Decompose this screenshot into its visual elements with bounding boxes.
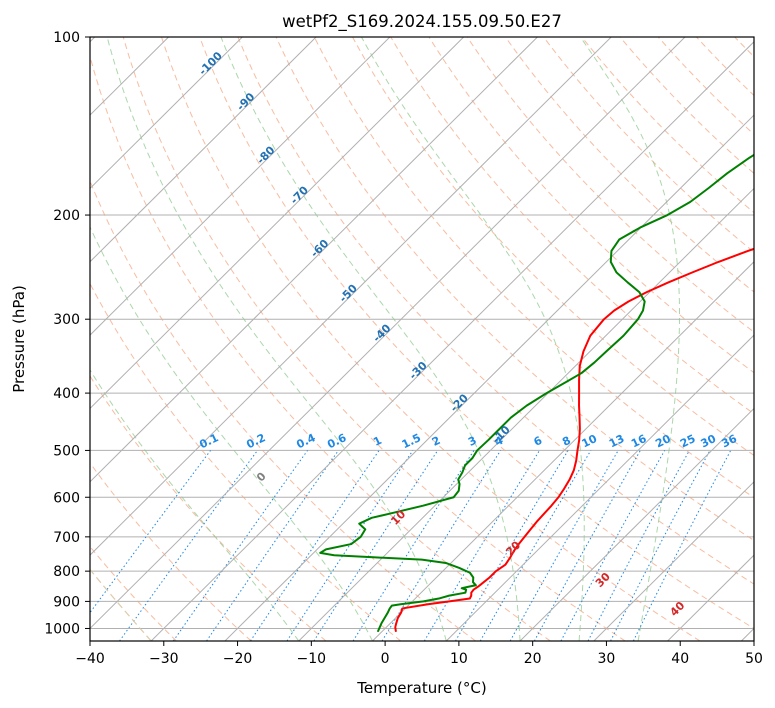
mixing-ratio-line — [206, 450, 339, 641]
mixing-ratio-line — [479, 450, 592, 641]
y-tick-label: 700 — [53, 530, 80, 546]
x-tick-label: 50 — [745, 651, 763, 667]
x-tick-label: 0 — [381, 651, 390, 667]
moist-adiabat-line — [361, 37, 585, 641]
isotherm-line — [90, 37, 317, 263]
mixing-ratio-line — [313, 450, 439, 641]
y-tick-label: 800 — [53, 564, 80, 580]
mixing-ratio-line — [455, 450, 569, 641]
dry-adiabat-line — [275, 37, 754, 542]
moist-adiabat-line — [90, 225, 373, 641]
y-axis-title: Pressure (hPa) — [10, 285, 28, 393]
mixing-ratio-line — [423, 450, 540, 641]
isotherm-line — [150, 41, 754, 641]
y-tick-label: 200 — [53, 208, 80, 224]
dry-adiabat-line — [504, 37, 754, 293]
x-tick-label: 30 — [598, 651, 616, 667]
plot-area-background — [90, 37, 754, 641]
isotherm-line — [90, 37, 538, 483]
x-tick-label: −30 — [149, 651, 179, 667]
mixing-ratio-line — [509, 450, 619, 641]
dry-adiabat-line — [466, 37, 754, 333]
moist-adiabat-line — [579, 37, 681, 641]
x-axis-title: Temperature (°C) — [356, 679, 486, 697]
mixing-ratio-line — [119, 450, 258, 641]
isotherm-line — [224, 114, 754, 641]
dry-adiabat-line — [237, 37, 754, 585]
x-tick-label: 40 — [671, 651, 689, 667]
mixing-ratio-line — [172, 450, 308, 641]
chart-title: wetPf2_S169.2024.155.09.50.E27 — [282, 12, 562, 32]
isotherm-line — [372, 261, 754, 641]
dry-adiabat-line — [161, 37, 701, 641]
x-tick-label: −40 — [75, 651, 105, 667]
axes: −40 −30 −20 −10 0 10 20 30 40 50 100 200 300 400 500 60… — [44, 30, 763, 667]
dry-adiabat-line — [90, 462, 252, 641]
mixing-ratio-label: 20 — [653, 432, 673, 451]
dry-adiabat-line — [199, 37, 754, 630]
x-tick-label: 20 — [524, 651, 542, 667]
moist-adiabat-line — [220, 37, 521, 641]
x-tick-label: −10 — [297, 651, 327, 667]
dry-adiabat-line — [581, 37, 754, 214]
wetbulb-reference-line — [90, 568, 152, 641]
dry-adiabat-line — [122, 37, 626, 641]
y-tick-label: 300 — [53, 312, 80, 328]
mixing-ratio-label: 16 — [629, 432, 649, 451]
dry-adiabat-line — [619, 37, 754, 175]
mixing-ratio-label: 36 — [719, 432, 739, 451]
mixing-ratio-line — [352, 450, 475, 641]
plot-frame — [89, 36, 755, 642]
dry-adiabat-line — [390, 37, 754, 415]
isotherm-line — [445, 334, 754, 641]
isotherm-line — [90, 37, 686, 630]
mixing-ratio-label: 10 — [580, 432, 600, 451]
isotherm-line — [90, 37, 465, 410]
y-tick-label: 500 — [53, 443, 80, 459]
isotherm-line — [519, 407, 754, 641]
mixing-ratio-line — [560, 450, 666, 641]
dry-adiabat-line — [90, 282, 402, 641]
x-tick-label: 10 — [450, 651, 468, 667]
dewpoint-profile — [319, 153, 754, 633]
y-tick-label: 1000 — [44, 621, 80, 637]
isotherm-line — [90, 37, 243, 190]
mixing-ratio-label: 13 — [607, 432, 626, 450]
dry-adiabat-line — [313, 37, 754, 499]
dry-adiabat-line — [90, 54, 551, 641]
isotherm-line — [298, 187, 754, 641]
mixing-ratio-label: 30 — [699, 432, 719, 451]
isotherm-line — [90, 37, 612, 556]
sounding-series — [319, 153, 754, 633]
background-reference-lines — [90, 37, 754, 641]
temperature-profile — [394, 247, 754, 633]
isotherm-line — [593, 481, 754, 641]
y-tick-label: 600 — [53, 490, 80, 506]
x-tick-label: −20 — [223, 651, 253, 667]
y-tick-label: 400 — [53, 386, 80, 402]
isotherm-line — [90, 37, 391, 336]
mixing-ratio-label: 25 — [678, 432, 697, 450]
y-tick-label: 900 — [53, 594, 80, 610]
y-tick-label: 100 — [53, 30, 80, 46]
